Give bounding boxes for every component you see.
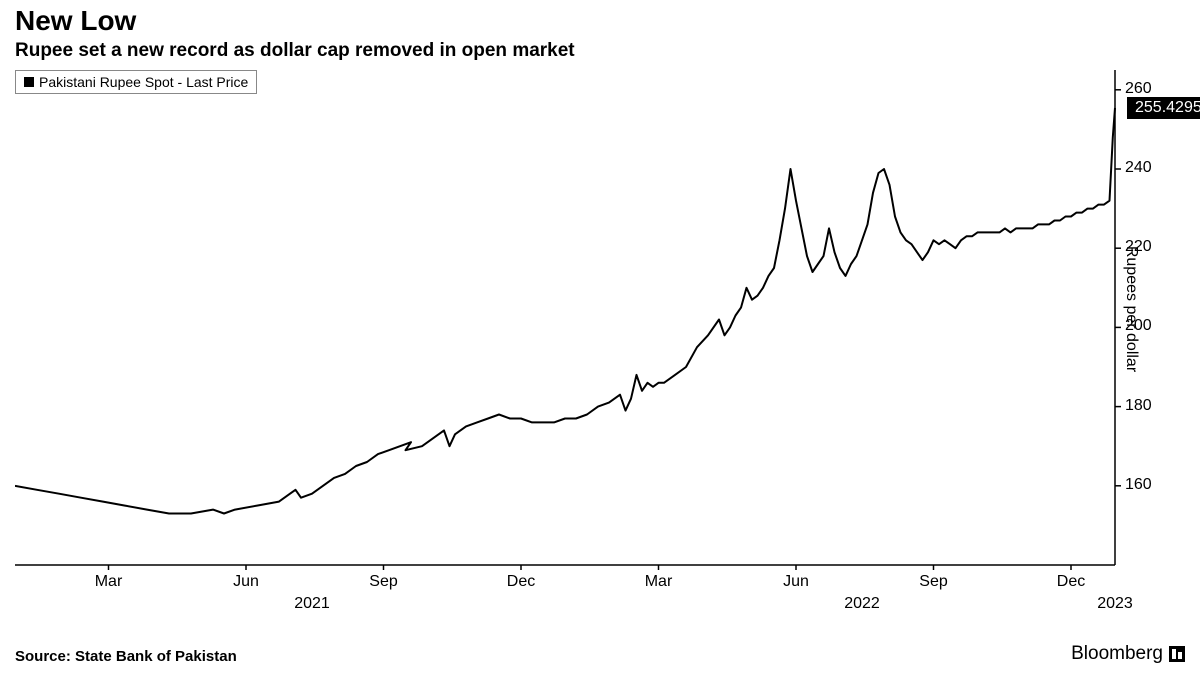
y-tick-label: 160 bbox=[1125, 476, 1152, 494]
x-tick-label: Mar bbox=[645, 573, 673, 591]
y-tick-label: 200 bbox=[1125, 317, 1152, 335]
y-tick-label: 220 bbox=[1125, 238, 1152, 256]
brand-label: Bloomberg bbox=[1071, 643, 1185, 665]
last-value-badge: 255.4295 bbox=[1127, 97, 1200, 119]
x-year-label: 2021 bbox=[294, 595, 330, 613]
brand-icon bbox=[1169, 646, 1185, 662]
x-year-label: 2023 bbox=[1097, 595, 1133, 613]
line-chart-svg bbox=[15, 70, 1125, 570]
chart-title: New Low bbox=[15, 5, 136, 37]
x-tick-label: Sep bbox=[369, 573, 397, 591]
brand-text: Bloomberg bbox=[1071, 643, 1163, 665]
x-year-label: 2022 bbox=[844, 595, 880, 613]
legend: Pakistani Rupee Spot - Last Price bbox=[15, 70, 257, 94]
y-axis-label: Rupees per dollar bbox=[1122, 246, 1140, 372]
x-tick-label: Mar bbox=[95, 573, 123, 591]
legend-label: Pakistani Rupee Spot - Last Price bbox=[39, 74, 248, 90]
y-tick-label: 260 bbox=[1125, 80, 1152, 98]
y-tick-label: 240 bbox=[1125, 159, 1152, 177]
x-tick-label: Dec bbox=[507, 573, 535, 591]
chart-subtitle: Rupee set a new record as dollar cap rem… bbox=[15, 40, 575, 62]
x-tick-label: Jun bbox=[233, 573, 259, 591]
x-tick-label: Sep bbox=[919, 573, 947, 591]
source-attribution: Source: State Bank of Pakistan bbox=[15, 648, 237, 665]
x-tick-label: Jun bbox=[783, 573, 809, 591]
legend-marker bbox=[24, 77, 34, 87]
x-tick-label: Dec bbox=[1057, 573, 1085, 591]
y-tick-label: 180 bbox=[1125, 397, 1152, 415]
chart-plot-area bbox=[15, 70, 1125, 570]
